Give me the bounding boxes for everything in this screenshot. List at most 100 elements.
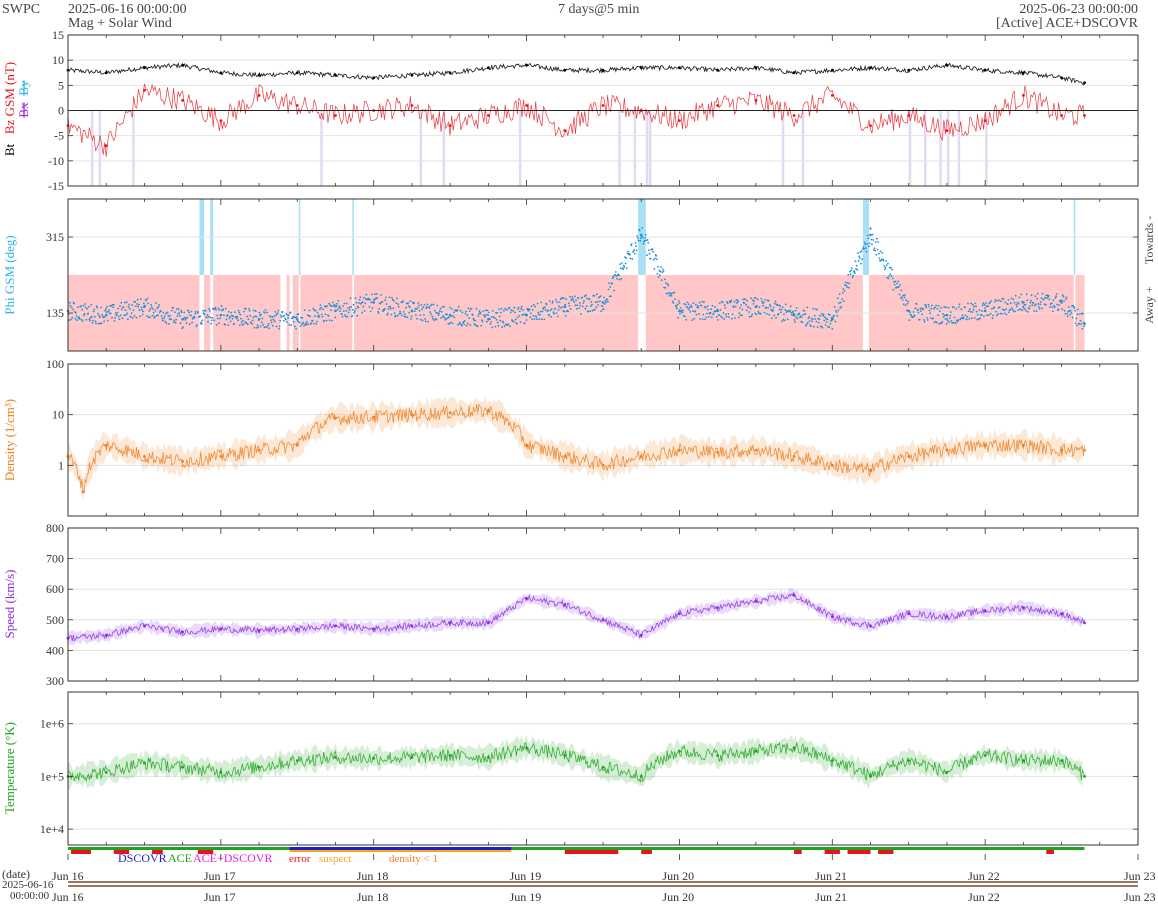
density-series-point bbox=[143, 455, 146, 458]
phi-point bbox=[639, 233, 643, 237]
xtick-label: Jun 16 bbox=[52, 869, 84, 883]
bt-series-point bbox=[448, 71, 452, 75]
phi-point bbox=[678, 309, 681, 313]
org-label: SWPC bbox=[2, 2, 41, 17]
density-series-point bbox=[219, 455, 223, 458]
xtick-label-bottom: Jun 23 bbox=[1124, 890, 1156, 904]
speed-series-point bbox=[601, 618, 605, 622]
density-label: Density (1/cm³) bbox=[2, 399, 17, 481]
bt-series-point bbox=[945, 63, 949, 67]
bz-series-point bbox=[1022, 94, 1025, 97]
speed-series-point bbox=[1083, 621, 1086, 625]
bt-series-point bbox=[639, 66, 643, 70]
bz-series bbox=[66, 83, 1086, 157]
speed-series-point bbox=[678, 612, 681, 616]
density-series-point bbox=[104, 443, 108, 447]
xtick-label-bottom: Jun 16 bbox=[52, 890, 84, 904]
speed-series-point bbox=[1022, 606, 1025, 609]
speed-series-point bbox=[563, 603, 567, 606]
temperature-series-point bbox=[830, 759, 834, 762]
mag-ytick: -5 bbox=[54, 129, 64, 143]
phi-series bbox=[66, 227, 1086, 330]
temperature-series bbox=[66, 734, 1086, 790]
density-series-point bbox=[907, 455, 911, 458]
end-time: 2025-06-23 00:00:00 bbox=[1019, 2, 1138, 17]
temperature-series-point bbox=[295, 759, 299, 762]
temperature-series-point bbox=[104, 770, 108, 774]
density-series-point bbox=[1083, 448, 1086, 452]
temperature-series-point bbox=[678, 749, 681, 753]
speed-series-point bbox=[869, 624, 872, 628]
bz-series-point bbox=[1083, 114, 1086, 117]
phi-point bbox=[525, 313, 528, 317]
phi-point bbox=[334, 309, 337, 313]
error-mark bbox=[847, 850, 871, 854]
bt-series-line bbox=[67, 61, 1085, 86]
temperature-ytick: 1e+4 bbox=[40, 822, 64, 836]
temperature-series-point bbox=[410, 756, 414, 759]
speed-series-point bbox=[639, 633, 643, 637]
phi-label: Phi GSM (deg) bbox=[2, 235, 17, 314]
mag-ytick: -15 bbox=[48, 179, 64, 193]
density-series-point bbox=[295, 443, 299, 447]
temperature-series-point bbox=[983, 754, 987, 757]
bz-series-point bbox=[678, 119, 681, 122]
towards-label: Towards - bbox=[1142, 216, 1156, 264]
bx-label: Bx bbox=[16, 102, 31, 118]
error-mark bbox=[71, 850, 91, 854]
temperature-series-point bbox=[448, 754, 452, 757]
density-series-point bbox=[372, 415, 376, 419]
speed-series-point bbox=[754, 600, 758, 603]
bt-series-point bbox=[372, 76, 376, 80]
bt-series-point bbox=[334, 73, 337, 77]
speed-series bbox=[66, 587, 1086, 646]
phi-point bbox=[792, 313, 796, 317]
bt-series-point bbox=[869, 66, 872, 70]
xtick-label-bottom: Jun 17 bbox=[204, 890, 236, 904]
xtick-label: Jun 19 bbox=[510, 869, 542, 883]
speed-series-point bbox=[830, 615, 834, 619]
bt-series-point bbox=[257, 73, 261, 77]
date-label: (date) bbox=[2, 867, 30, 881]
xtick-label: Jun 23 bbox=[1124, 869, 1156, 883]
xtick-label-bottom: Jun 20 bbox=[662, 890, 694, 904]
temperature-ytick: 1e+6 bbox=[40, 717, 64, 731]
xtick-label: Jun 18 bbox=[357, 869, 389, 883]
density-series-point bbox=[257, 448, 261, 452]
density-ytick: 100 bbox=[46, 357, 64, 371]
legend-ace-dscovr: ACE+DSCOVR bbox=[193, 851, 272, 865]
bt-series-point bbox=[983, 68, 987, 72]
source-strip bbox=[68, 847, 1085, 850]
temperature-series-point bbox=[1083, 775, 1086, 778]
bz-series-point bbox=[219, 119, 223, 122]
bz-series-point bbox=[830, 94, 834, 97]
bz-series-point bbox=[257, 94, 261, 97]
bz-series-point bbox=[410, 104, 414, 107]
density-series-point bbox=[410, 413, 414, 417]
phi-point bbox=[601, 301, 605, 304]
speed-series-point bbox=[410, 624, 414, 628]
bt-series-point bbox=[1022, 71, 1025, 75]
phi-point bbox=[945, 313, 949, 317]
bz-series-point bbox=[983, 119, 987, 122]
temperature-series-point bbox=[754, 749, 758, 753]
density-series bbox=[66, 395, 1086, 501]
phi-point bbox=[869, 233, 872, 237]
temperature-series-point bbox=[487, 756, 490, 759]
speed-series-point bbox=[104, 633, 108, 637]
legend-ace: ACE bbox=[168, 851, 192, 865]
phi-point bbox=[410, 309, 414, 313]
xtick-label-bottom: Jun 19 bbox=[510, 890, 542, 904]
temperature-series-line bbox=[67, 741, 1085, 783]
bt-series-point bbox=[1083, 81, 1086, 85]
speed-series-point bbox=[448, 621, 452, 625]
bt-series-point bbox=[907, 68, 911, 72]
density-series-point bbox=[945, 448, 949, 452]
error-mark bbox=[564, 850, 619, 854]
speed-ytick: 600 bbox=[46, 582, 64, 596]
bz-series-point bbox=[869, 124, 872, 127]
speed-label: Speed (km/s) bbox=[2, 570, 17, 639]
phi-point bbox=[1022, 301, 1025, 304]
temperature-series-point bbox=[945, 770, 949, 774]
